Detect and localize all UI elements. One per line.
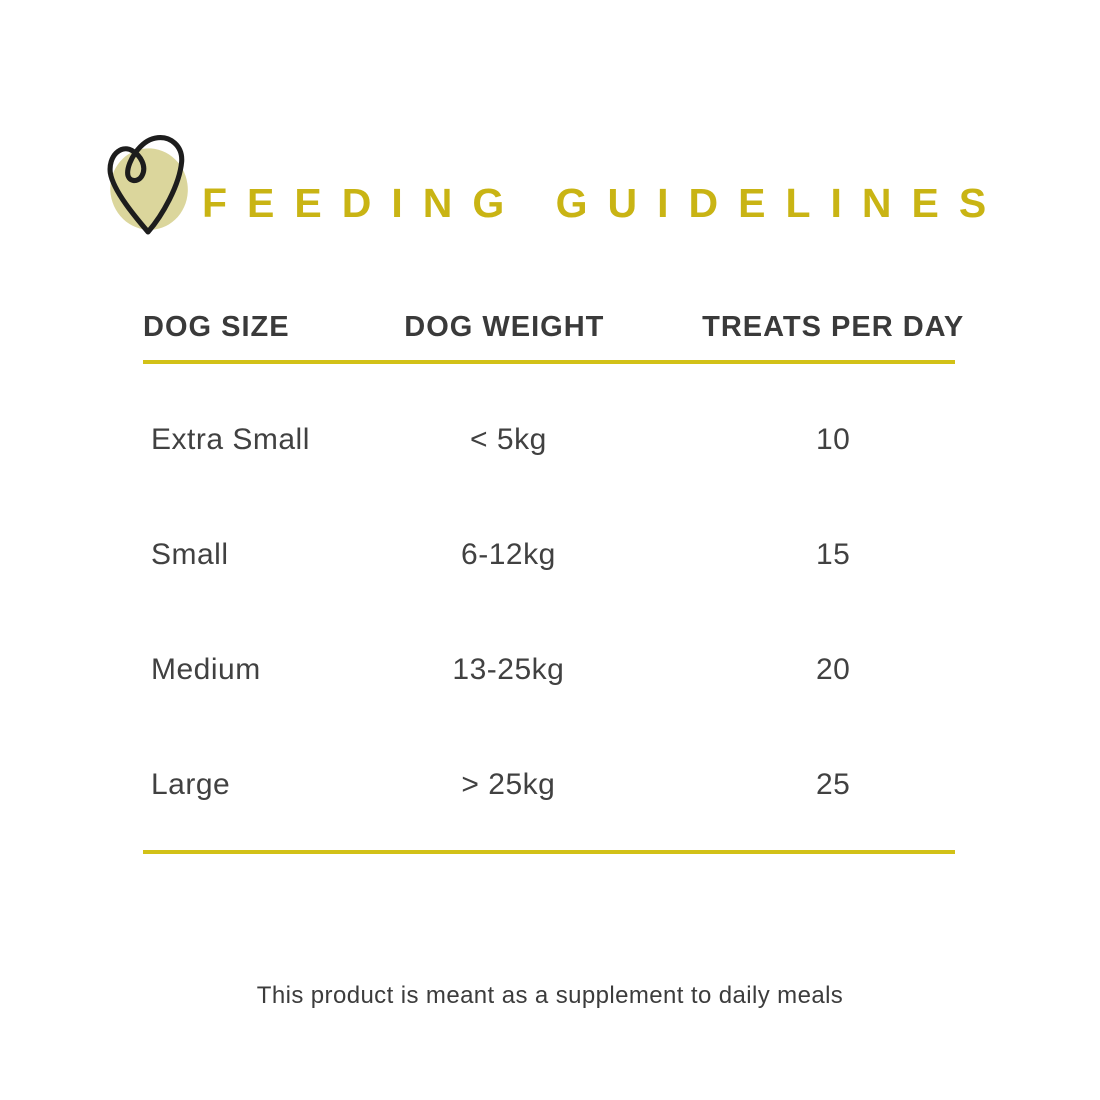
table-header-row: DOG SIZE DOG WEIGHT TREATS PER DAY bbox=[143, 303, 963, 360]
heart-icon bbox=[107, 135, 188, 235]
cell-dog-weight: 6-12kg bbox=[461, 537, 556, 571]
column-header-dog-size: DOG SIZE bbox=[143, 311, 290, 343]
cell-dog-size: Small bbox=[151, 537, 229, 571]
cell-treats-per-day: 15 bbox=[816, 537, 851, 571]
bottom-divider-line bbox=[143, 850, 955, 854]
column-header-treats-per-day: TREATS PER DAY bbox=[702, 311, 965, 343]
table-row: Medium 13-25kg 20 bbox=[143, 612, 955, 727]
table-row: Small 6-12kg 15 bbox=[143, 497, 955, 612]
feeding-table: DOG SIZE DOG WEIGHT TREATS PER DAY Extra… bbox=[143, 303, 963, 854]
cell-dog-weight: > 25kg bbox=[461, 767, 556, 801]
table-body: Extra Small < 5kg 10 Small 6-12kg 15 Med… bbox=[143, 382, 955, 842]
cell-treats-per-day: 25 bbox=[816, 767, 851, 801]
cell-dog-size: Extra Small bbox=[151, 422, 310, 456]
cell-treats-per-day: 10 bbox=[816, 422, 851, 456]
cell-dog-weight: 13-25kg bbox=[452, 652, 565, 686]
column-header-dog-weight: DOG WEIGHT bbox=[404, 311, 605, 343]
supplement-note: This product is meant as a supplement to… bbox=[256, 982, 844, 1009]
header-divider-line bbox=[143, 360, 955, 364]
heart-outline bbox=[107, 135, 185, 235]
cell-dog-size: Medium bbox=[151, 652, 261, 686]
table-row: Extra Small < 5kg 10 bbox=[143, 382, 955, 497]
cell-treats-per-day: 20 bbox=[816, 652, 851, 686]
page-title: FEEDING GUIDELINES bbox=[202, 180, 1007, 226]
cell-dog-size: Large bbox=[151, 767, 231, 801]
cell-dog-weight: < 5kg bbox=[470, 422, 547, 456]
table-row: Large > 25kg 25 bbox=[143, 727, 955, 842]
brand-mark bbox=[101, 132, 193, 236]
